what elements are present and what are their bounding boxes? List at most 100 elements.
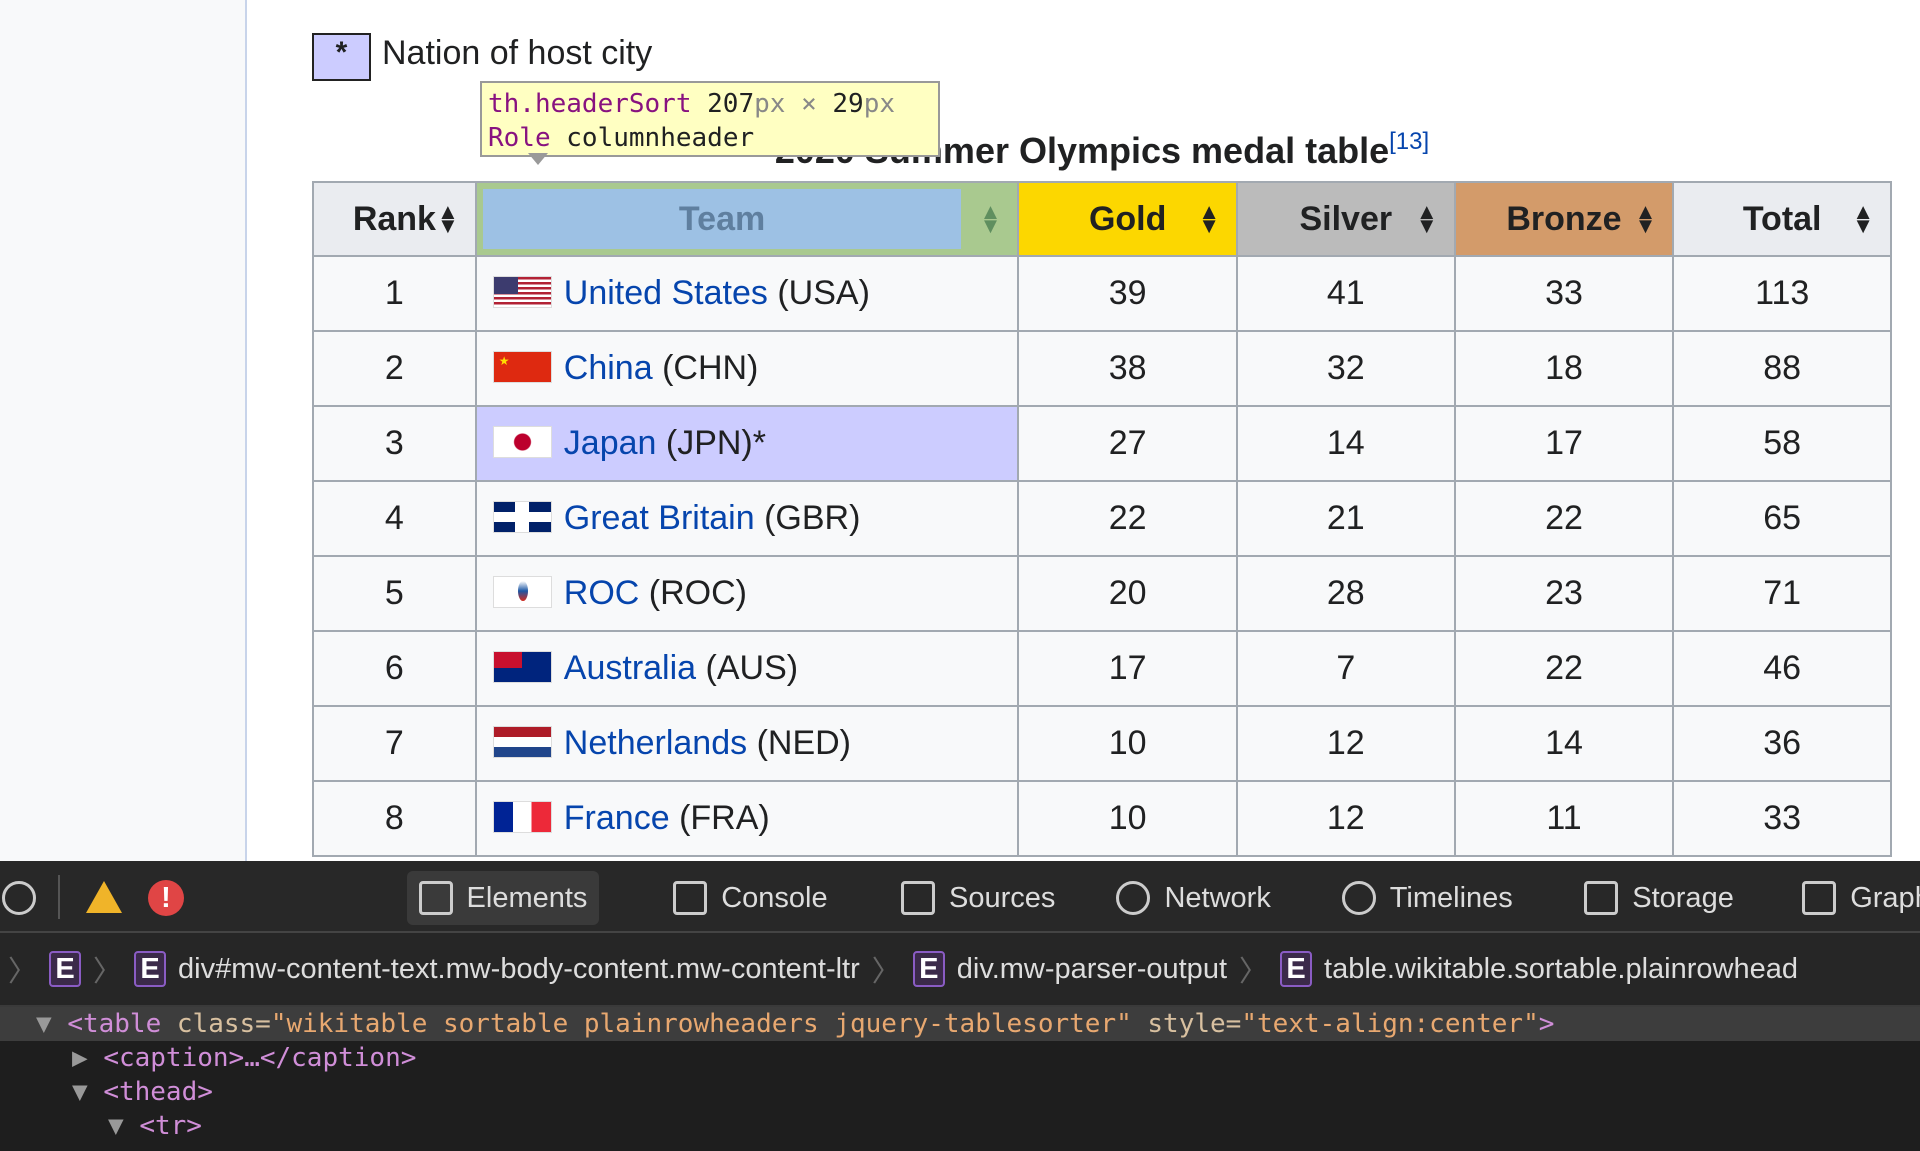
column-header-team[interactable]: Team ▲ ▼ — [474, 181, 1020, 257]
team-cell: Japan (JPN)* — [474, 405, 1020, 482]
rank-cell: 7 — [312, 705, 477, 782]
silver-cell: 7 — [1235, 630, 1456, 707]
jpn-flag-icon[interactable] — [492, 426, 552, 458]
gold-cell: 22 — [1017, 480, 1238, 557]
country-link[interactable]: Australia — [563, 649, 697, 687]
total-cell: 71 — [1672, 555, 1892, 632]
usa-flag-icon[interactable] — [492, 276, 552, 308]
element-picker-icon[interactable] — [2, 881, 36, 915]
tooltip-unit: px — [863, 89, 896, 119]
disclosure-open-icon[interactable]: ▼ — [72, 1077, 88, 1107]
sort-arrows-icon[interactable]: ▲ ▼ — [979, 199, 1002, 238]
tab-label: Elements — [466, 882, 588, 914]
error-icon[interactable]: ! — [148, 880, 184, 916]
table-row: 4 Great Britain (GBR) 22 21 22 65 — [312, 480, 1892, 557]
dom-node-table[interactable]: ▼ <table class="wikitable sortable plain… — [0, 1007, 1920, 1041]
country-link[interactable]: Netherlands — [563, 724, 748, 762]
gold-cell: 27 — [1017, 405, 1238, 482]
breadcrumb-item[interactable]: div.mw-parser-output — [956, 952, 1227, 985]
tab-label: Timelines — [1389, 882, 1513, 914]
divider — [58, 875, 60, 919]
disclosure-closed-icon[interactable]: ▶ — [72, 1043, 88, 1073]
sort-arrows-icon[interactable]: ▲ ▼ — [1415, 199, 1438, 238]
gbr-flag-icon[interactable] — [492, 501, 552, 533]
dom-node-caption[interactable]: ▶ <caption>…</caption> — [0, 1041, 1920, 1075]
console-icon — [673, 881, 708, 915]
element-icon: E — [912, 951, 945, 987]
reference-link[interactable]: [13] — [1389, 128, 1430, 155]
dom-node-thead[interactable]: ▼ <thead> — [0, 1075, 1920, 1109]
sort-arrows-icon[interactable]: ▲ ▼ — [1198, 199, 1220, 238]
country-code: (FRA) — [679, 799, 770, 837]
roc-flag-icon[interactable] — [492, 576, 552, 608]
graph-icon — [1802, 881, 1837, 915]
bronze-cell: 23 — [1453, 555, 1675, 632]
host-legend-swatch: * — [312, 33, 371, 81]
breadcrumb-separator: 〉 — [93, 956, 123, 988]
country-link[interactable]: China — [563, 349, 653, 387]
gold-cell: 10 — [1017, 780, 1238, 857]
chn-flag-icon[interactable]: ★ — [492, 351, 552, 383]
breadcrumb-item[interactable]: table.wikitable.sortable.plainrowhead — [1324, 952, 1798, 985]
country-code: (ROC) — [648, 574, 747, 612]
breadcrumb-separator: 〉 — [1239, 956, 1269, 988]
total-cell: 65 — [1672, 480, 1892, 557]
tooltip-height: 29 — [832, 89, 864, 119]
country-link[interactable]: Japan — [563, 424, 657, 462]
dom-node-tr[interactable]: ▼ <tr> — [0, 1109, 1920, 1143]
dom-tag: <caption>…</caption> — [103, 1043, 417, 1073]
team-cell: Netherlands (NED) — [474, 705, 1020, 782]
devtools-tab-graph[interactable]: Graph — [1790, 871, 1920, 925]
timelines-icon — [1341, 881, 1376, 915]
column-header-bronze[interactable]: Bronze ▲ ▼ — [1453, 181, 1675, 257]
silver-cell: 21 — [1235, 480, 1456, 557]
table-row: 2 ★ China (CHN) 38 32 18 88 — [312, 330, 1892, 407]
devtools-tab-elements[interactable]: Elements — [406, 871, 600, 925]
dom-tag: <thead> — [103, 1077, 213, 1107]
column-header-rank[interactable]: Rank ▲ ▼ — [312, 181, 477, 257]
team-cell: United States (USA) — [474, 255, 1020, 332]
fra-flag-icon[interactable] — [492, 801, 552, 833]
country-link[interactable]: Great Britain — [563, 499, 755, 537]
warning-icon[interactable] — [86, 881, 122, 913]
devtools-tab-storage[interactable]: Storage — [1572, 871, 1746, 925]
bronze-cell: 11 — [1453, 780, 1675, 857]
devtools-tab-network[interactable]: Network — [1104, 871, 1282, 925]
network-icon — [1116, 881, 1151, 915]
aus-flag-icon[interactable] — [492, 651, 552, 683]
dom-attr-value: "text-align:center" — [1241, 1009, 1539, 1039]
total-cell: 33 — [1672, 780, 1892, 857]
column-header-gold[interactable]: Gold ▲ ▼ — [1017, 181, 1238, 257]
column-header-total[interactable]: Total ▲ ▼ — [1672, 181, 1892, 257]
devtools-tab-timelines[interactable]: Timelines — [1330, 871, 1525, 925]
disclosure-open-icon[interactable]: ▼ — [108, 1111, 124, 1141]
column-header-silver[interactable]: Silver ▲ ▼ — [1235, 181, 1456, 257]
tab-label: Sources — [948, 882, 1056, 914]
dom-attr-name: style= — [1131, 1009, 1242, 1039]
table-row: 8 France (FRA) 10 12 11 33 — [312, 780, 1892, 857]
country-link[interactable]: France — [563, 799, 670, 837]
breadcrumb-item[interactable]: div#mw-content-text.mw-body-content.mw-c… — [178, 952, 860, 985]
bronze-cell: 14 — [1453, 705, 1675, 782]
table-row: 7 Netherlands (NED) 10 12 14 36 — [312, 705, 1892, 782]
team-cell: ★ China (CHN) — [474, 330, 1020, 407]
sort-arrows-icon[interactable]: ▲ ▼ — [437, 199, 459, 238]
devtools-toolbar: ! Elements Console Sources Network Timelines… — [0, 861, 1920, 933]
rank-cell: 1 — [312, 255, 477, 332]
silver-cell: 41 — [1235, 255, 1456, 332]
country-link[interactable]: United States — [563, 274, 768, 312]
ned-flag-icon[interactable] — [492, 726, 552, 758]
sort-arrows-icon[interactable]: ▲ ▼ — [1634, 199, 1657, 238]
devtools-tab-sources[interactable]: Sources — [889, 871, 1067, 925]
table-row: 1 United States (USA) 39 41 33 113 — [312, 255, 1892, 332]
column-header-label: Bronze — [1506, 199, 1622, 238]
tooltip-role: columnheader — [566, 123, 755, 153]
devtools-tab-console[interactable]: Console — [661, 871, 839, 925]
country-link[interactable]: ROC — [563, 574, 640, 612]
host-legend-text: Nation of host city — [382, 34, 653, 72]
element-icon[interactable]: E — [49, 951, 82, 987]
column-header-label: Team — [482, 189, 962, 249]
sort-arrows-icon[interactable]: ▲ ▼ — [1852, 199, 1874, 238]
disclosure-open-icon[interactable]: ▼ — [36, 1009, 52, 1039]
devtools-panel: ! Elements Console Sources Network Timelines… — [0, 861, 1920, 1151]
